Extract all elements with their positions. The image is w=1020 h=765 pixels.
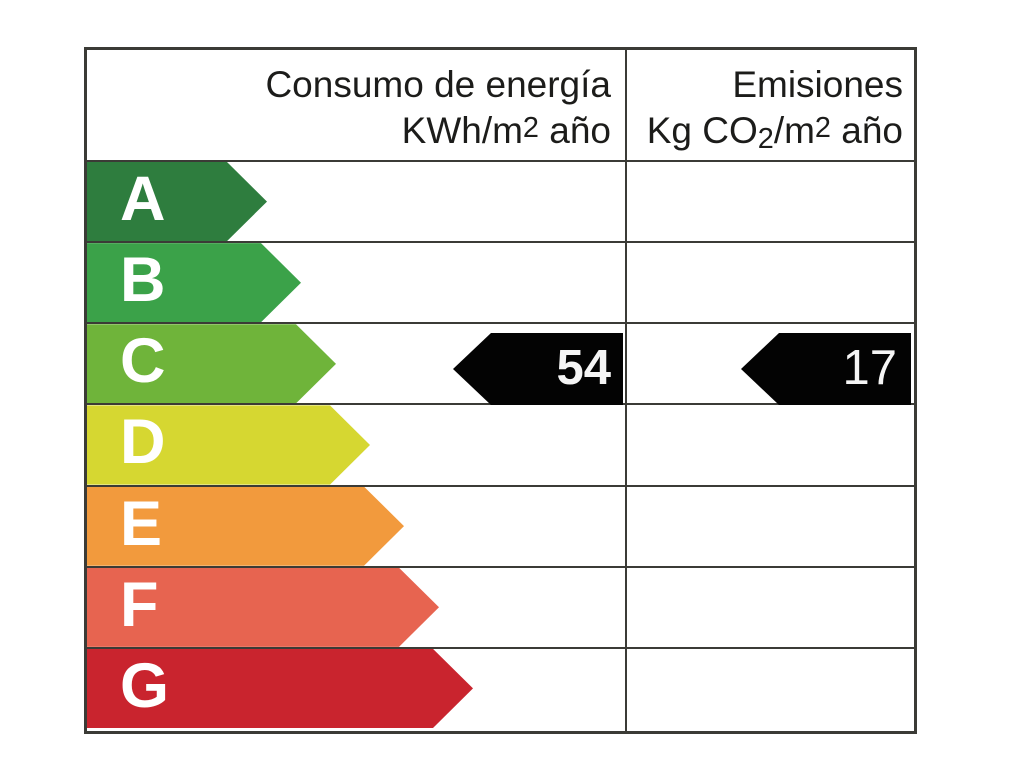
rating-row-f: F <box>87 565 914 647</box>
rating-rows: A B C D E <box>87 162 914 728</box>
rating-arrow-b: B <box>87 243 301 322</box>
rating-row-e: E <box>87 484 914 566</box>
emissions-header-line1: Emisiones <box>732 64 903 105</box>
consumption-header: Consumo de energía KWh/m2 año <box>87 50 625 160</box>
co2-subscript: 2 <box>757 123 774 156</box>
table-header: Consumo de energía KWh/m2 año Emisiones … <box>87 50 914 162</box>
rating-row-d: D <box>87 403 914 485</box>
rating-row-b: B <box>87 241 914 323</box>
emissions-indicator-arrow: 17 <box>741 333 911 405</box>
emissions-header: Emisiones Kg CO2/m2 año <box>625 50 914 160</box>
rating-letter-g: G <box>120 650 170 721</box>
consumption-header-line2: KWh/m2 año <box>401 110 611 151</box>
rating-letter-e: E <box>120 488 163 559</box>
rating-row-g: G <box>87 646 914 728</box>
rating-arrow-f: F <box>87 568 439 647</box>
rating-row-a: A <box>87 162 914 242</box>
emissions-value: 17 <box>842 340 897 395</box>
consumption-header-line1: Consumo de energía <box>265 64 611 105</box>
emissions-header-line2: Kg CO2/m2 año <box>646 110 903 156</box>
column-divider <box>625 50 627 731</box>
rating-arrow-g: G <box>87 649 473 728</box>
emissions-superscript: 2 <box>814 111 831 144</box>
rating-arrow-d: D <box>87 405 370 484</box>
rating-letter-f: F <box>120 569 159 640</box>
rating-letter-a: A <box>120 164 166 235</box>
consumption-indicator-arrow: 54 <box>453 333 623 405</box>
rating-letter-d: D <box>120 407 166 478</box>
rating-arrow-a: A <box>87 162 267 241</box>
rating-arrow-c: C <box>87 324 336 403</box>
energy-rating-table: Consumo de energía KWh/m2 año Emisiones … <box>84 47 917 734</box>
rating-letter-b: B <box>120 245 166 316</box>
consumption-value: 54 <box>556 340 611 395</box>
consumption-superscript: 2 <box>522 111 539 144</box>
rating-letter-c: C <box>120 326 166 397</box>
rating-arrow-e: E <box>87 487 404 566</box>
